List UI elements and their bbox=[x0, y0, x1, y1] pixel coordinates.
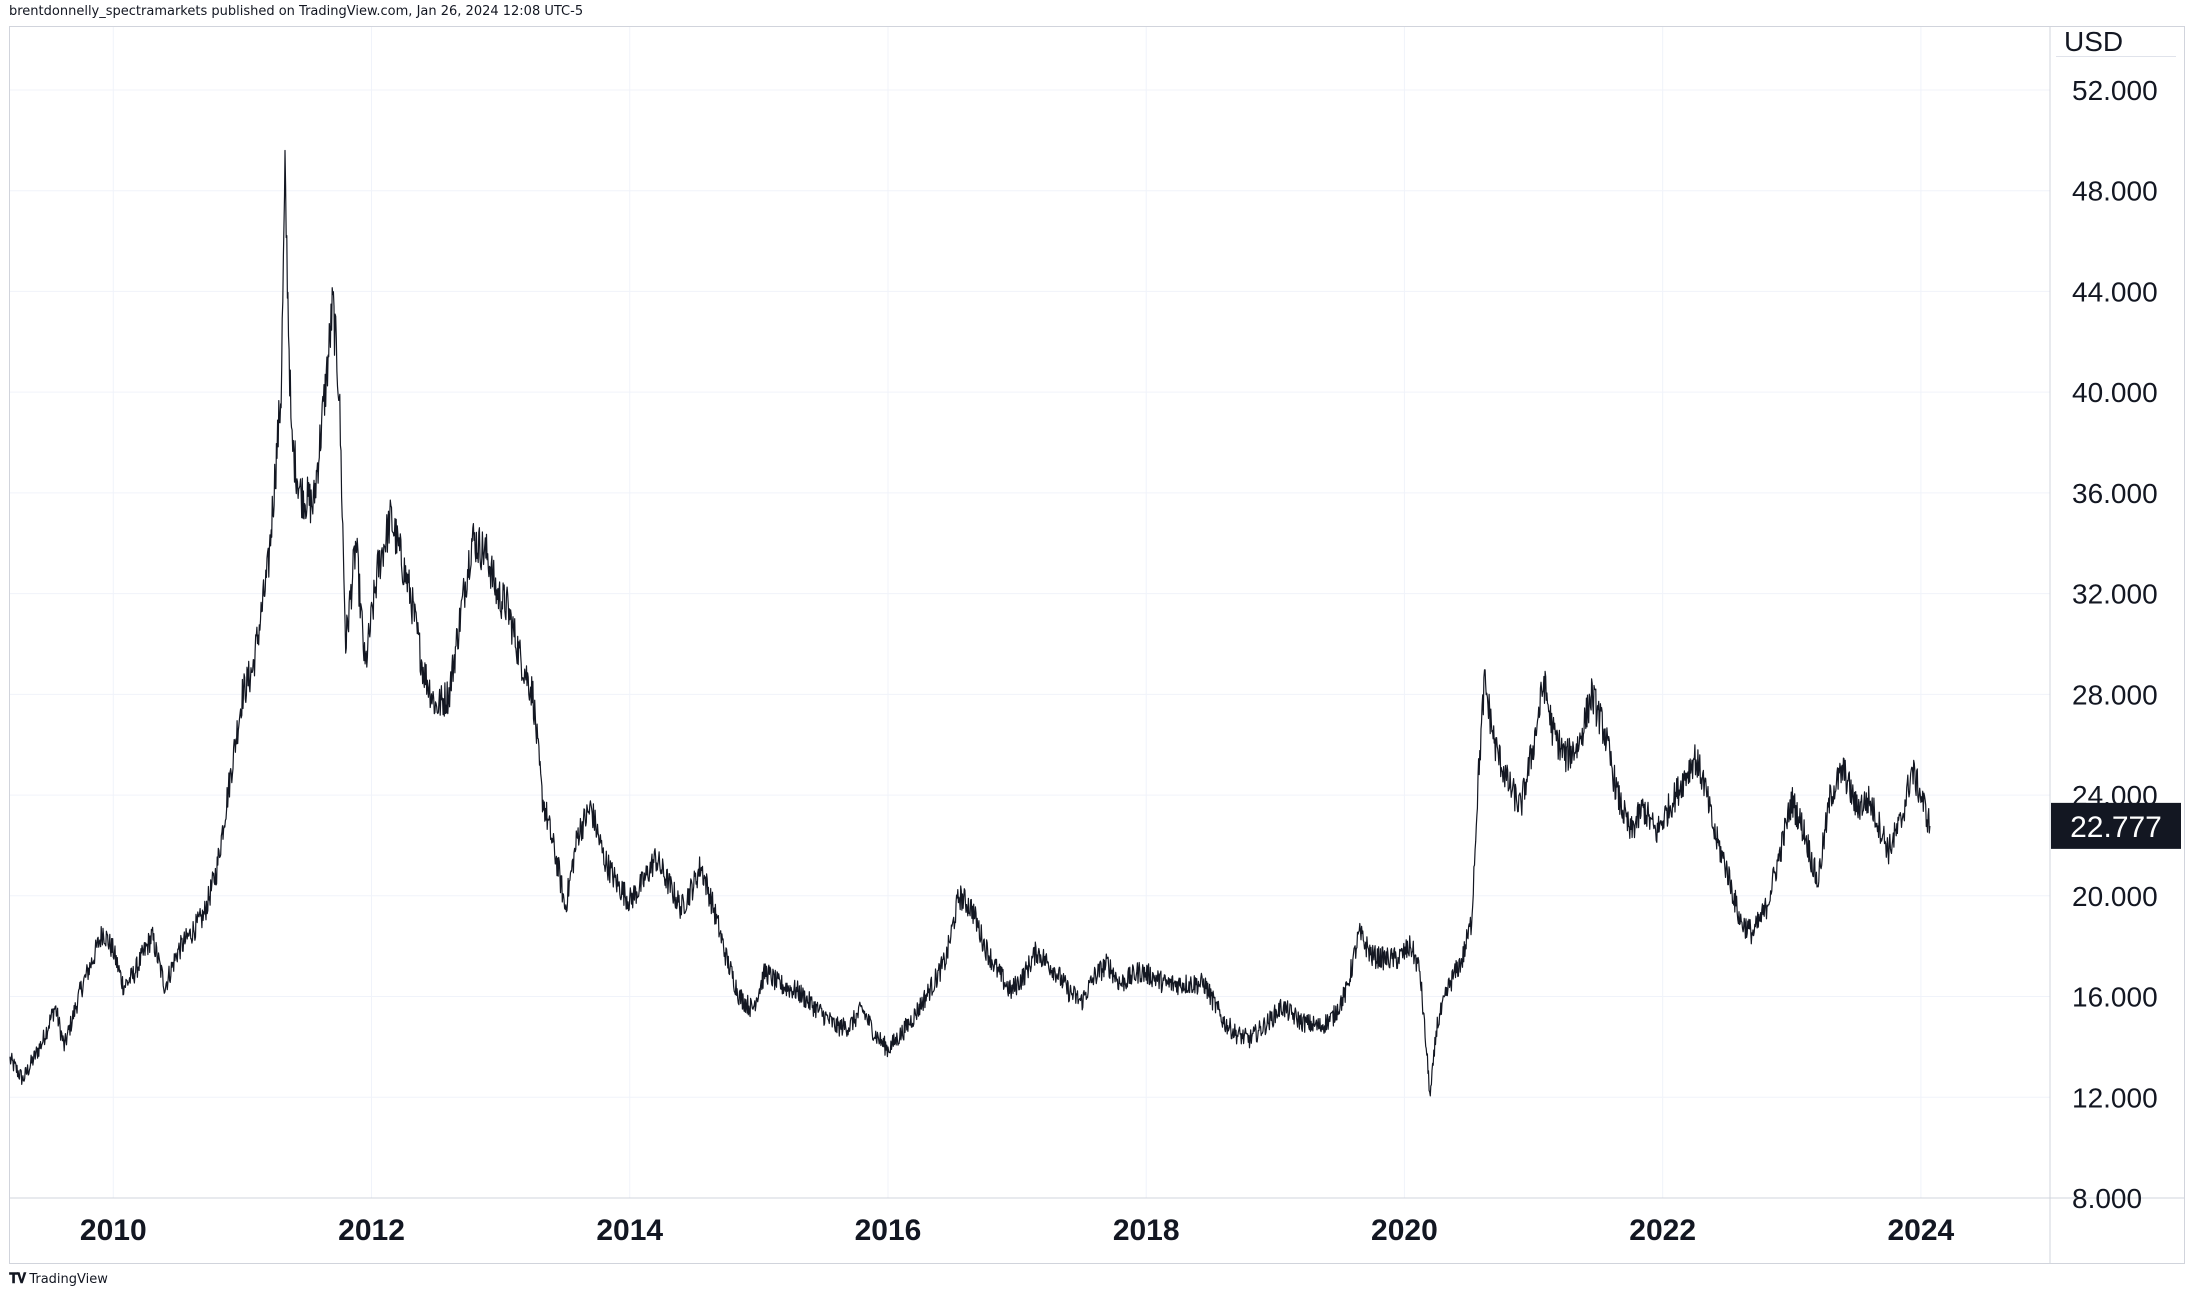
y-tick-label: 8.000 bbox=[2072, 1183, 2142, 1214]
y-tick-label: 28.000 bbox=[2072, 679, 2158, 710]
x-tick-label: 2012 bbox=[338, 1214, 405, 1247]
y-tick-label: 32.000 bbox=[2072, 579, 2158, 610]
y-tick-label: 16.000 bbox=[2072, 982, 2158, 1013]
y-axis-labels: 8.00012.00016.00020.00024.00028.00032.00… bbox=[2072, 75, 2158, 1214]
x-tick-label: 2018 bbox=[1113, 1214, 1180, 1247]
x-tick-label: 2020 bbox=[1371, 1214, 1438, 1247]
x-tick-label: 2014 bbox=[596, 1214, 663, 1247]
y-tick-label: 36.000 bbox=[2072, 478, 2158, 509]
x-tick-label: 2010 bbox=[80, 1214, 147, 1247]
y-tick-label: 20.000 bbox=[2072, 881, 2158, 912]
y-tick-label: 44.000 bbox=[2072, 276, 2158, 307]
last-price-badge bbox=[2051, 802, 2181, 849]
footer-brand-label: TradingView bbox=[29, 1271, 108, 1287]
y-tick-label: 48.000 bbox=[2072, 176, 2158, 207]
axis-separators bbox=[9, 27, 2185, 1263]
y-tick-label: 12.000 bbox=[2072, 1082, 2158, 1113]
x-axis-labels: 2010 2012 2014 2016 2018 2020 2022 2024 bbox=[80, 1214, 1955, 1247]
x-tick-label: 2024 bbox=[1888, 1214, 1955, 1247]
x-tick-label: 2022 bbox=[1629, 1214, 1696, 1247]
chart-frame bbox=[9, 26, 2185, 1264]
price-line bbox=[9, 149, 1931, 1097]
publisher-attribution: brentdonnelly_spectramarkets published o… bbox=[9, 4, 584, 19]
price-series bbox=[9, 149, 1931, 1097]
currency-label[interactable]: USD bbox=[2056, 27, 2176, 57]
last-price-label: 22.777 bbox=[2070, 811, 2162, 844]
x-tick-label: 2016 bbox=[855, 1214, 922, 1247]
tradingview-logo-icon: 𝐓𝐕 bbox=[9, 1271, 26, 1287]
footer-brand: 𝐓𝐕 TradingView bbox=[9, 1271, 108, 1287]
y-tick-label: 52.000 bbox=[2072, 75, 2158, 106]
y-tick-label: 40.000 bbox=[2072, 377, 2158, 408]
grid-lines bbox=[10, 27, 2050, 1199]
last-price-marker: 22.777 bbox=[2051, 802, 2181, 849]
